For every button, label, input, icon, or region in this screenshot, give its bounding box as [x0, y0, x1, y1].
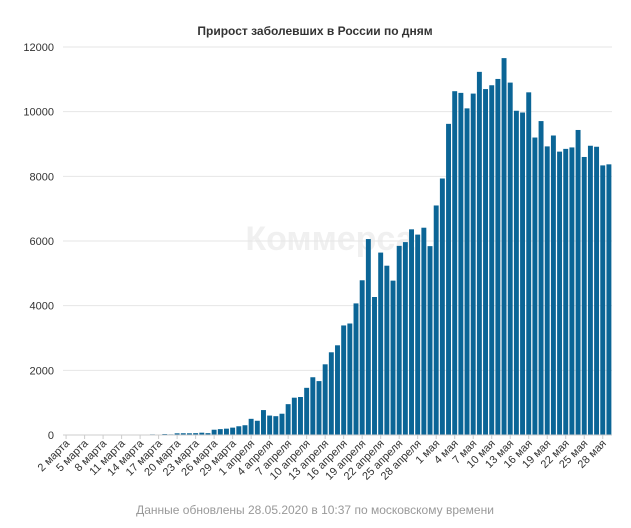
bar — [193, 433, 199, 435]
bar — [433, 205, 439, 435]
y-axis-ticks: 0 2000 4000 6000 8000 10000 12000 — [23, 42, 54, 442]
bar — [594, 146, 600, 435]
bar — [273, 416, 279, 435]
bar — [316, 381, 322, 435]
bar — [291, 397, 297, 435]
bar — [347, 323, 353, 435]
bar — [390, 280, 396, 435]
bar — [199, 432, 205, 435]
bar — [267, 415, 273, 435]
bar — [279, 413, 285, 435]
y-tick-label: 12000 — [23, 42, 54, 54]
bar — [322, 364, 328, 435]
bar — [285, 404, 291, 435]
bar — [446, 123, 451, 436]
y-tick-label: 0 — [48, 430, 54, 442]
bar — [359, 280, 365, 435]
bar — [476, 71, 482, 436]
watermark-text: Коммерса — [245, 220, 415, 258]
bar — [341, 325, 347, 435]
y-tick-label: 6000 — [30, 236, 54, 248]
bar — [230, 427, 236, 435]
bar — [569, 147, 575, 435]
update-caption: Данные обновлены 28.05.2020 в 10:37 по м… — [136, 503, 494, 517]
bar — [575, 129, 581, 435]
bar — [489, 85, 495, 435]
bar — [409, 229, 414, 435]
bar — [483, 89, 489, 435]
chart-title: Прирост заболевших в России по дням — [197, 24, 432, 38]
bar — [587, 145, 593, 435]
bar — [470, 93, 476, 435]
bar — [378, 252, 384, 435]
bar — [353, 303, 359, 435]
bar — [520, 112, 526, 435]
bar — [261, 410, 266, 435]
bar — [174, 433, 180, 435]
bar — [501, 58, 507, 436]
bar — [217, 429, 223, 435]
bars — [63, 58, 612, 436]
bar — [452, 91, 458, 435]
y-tick-label: 2000 — [30, 365, 54, 377]
bar — [372, 297, 377, 435]
bar — [180, 433, 186, 435]
bar — [242, 425, 248, 435]
bar — [328, 352, 334, 435]
bar — [464, 108, 470, 436]
bar — [581, 156, 587, 435]
y-tick-label: 8000 — [30, 171, 54, 183]
bar — [310, 377, 316, 435]
bar — [384, 265, 390, 435]
bar — [532, 137, 538, 435]
bar — [211, 429, 217, 435]
bar — [439, 178, 445, 435]
bar — [298, 397, 303, 435]
bar — [304, 387, 310, 435]
bar — [538, 121, 544, 435]
bar — [396, 245, 402, 435]
bar — [513, 110, 519, 435]
bar — [557, 151, 563, 435]
bar — [458, 92, 464, 435]
bar — [600, 165, 606, 435]
bar — [205, 433, 211, 435]
bar — [224, 428, 229, 435]
bar — [563, 148, 569, 435]
bar — [365, 239, 371, 435]
y-tick-label: 4000 — [30, 301, 54, 313]
bar — [415, 234, 421, 435]
bar — [335, 345, 340, 435]
bar — [526, 92, 532, 435]
bar — [254, 420, 260, 435]
bar — [186, 433, 192, 435]
bar — [421, 227, 427, 435]
bar — [402, 242, 408, 435]
bar — [550, 135, 556, 435]
bar — [236, 426, 242, 435]
bar — [427, 246, 433, 435]
bar — [507, 82, 513, 435]
bar — [248, 418, 254, 435]
bar — [544, 146, 550, 435]
y-tick-label: 10000 — [23, 107, 54, 119]
bar — [606, 164, 612, 435]
bar — [495, 78, 501, 435]
